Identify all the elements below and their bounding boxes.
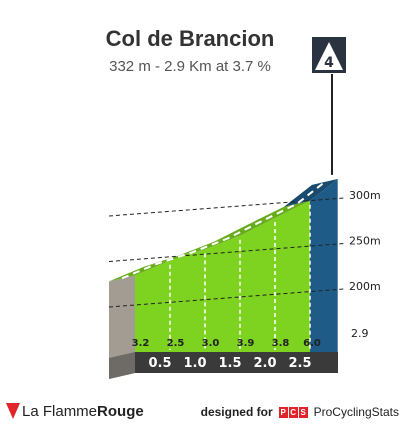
y-tick-label-0: 200m: [349, 280, 381, 293]
segment-face-5: [310, 178, 338, 352]
y-tick-label-2: 300m: [349, 189, 381, 202]
altitude-gridline-0: [108, 288, 345, 308]
gradient-label-5: 6.0: [303, 338, 321, 349]
category-number: 4: [324, 55, 334, 71]
altitude-gridline-2: [108, 197, 345, 217]
km-label-1: 1.0: [183, 356, 206, 371]
climb-profile-chart: 200m 250m 300m 3.2 2.5 3.0 3.9 3.8 6.0 0.5 1.0 1.5 2…: [108, 37, 381, 379]
km-label-0: 0.5: [148, 356, 171, 371]
la-flamme-rouge-logo: La Flamme Rouge: [4, 400, 144, 422]
gradient-label-3: 3.9: [237, 338, 255, 349]
y-tick-label-1: 250m: [349, 235, 381, 248]
km-label-3: 2.0: [253, 356, 276, 371]
designed-for-credit: designed for P C S ProCyclingStats: [201, 402, 399, 422]
gradient-label-4: 3.8: [272, 338, 290, 349]
segment-face-0: [135, 260, 170, 352]
procyclingstats-link[interactable]: ProCyclingStats: [313, 405, 399, 419]
segment-face-3: [240, 218, 275, 352]
segment-top-3: [214, 218, 275, 242]
pcs-letter-p: P: [278, 406, 288, 418]
gradient-label-1: 2.5: [167, 338, 185, 349]
flame-rouge-icon: [6, 403, 20, 419]
segment-face-4: [275, 200, 310, 352]
km-base-strip: [135, 352, 338, 373]
km-label-4: 2.5: [288, 356, 311, 371]
gradient-label-2: 3.0: [202, 338, 220, 349]
pcs-logo-icon: P C S: [278, 406, 308, 418]
chart-subtitle: 332 m - 2.9 Km at 3.7 %: [109, 58, 271, 75]
brand-bold: Rouge: [97, 402, 144, 420]
pcs-letter-c: C: [288, 406, 298, 418]
end-distance-label: 2.9: [351, 327, 369, 340]
brand-prefix: La Flamme: [22, 402, 98, 420]
segment-face-2: [205, 235, 240, 352]
altitude-gridline-1: [108, 243, 345, 262]
profile-side-wall: [109, 275, 135, 379]
chart-title: Col de Brancion: [105, 26, 275, 51]
gradient-label-0: 3.2: [132, 338, 150, 349]
base-side-wall: [109, 352, 135, 379]
pcs-letter-s: S: [298, 406, 308, 418]
designed-for-text: designed for: [200, 405, 273, 419]
road-centre-line: [121, 181, 326, 280]
km-label-2: 1.5: [218, 356, 241, 371]
category-sign-triangle: [315, 42, 343, 70]
